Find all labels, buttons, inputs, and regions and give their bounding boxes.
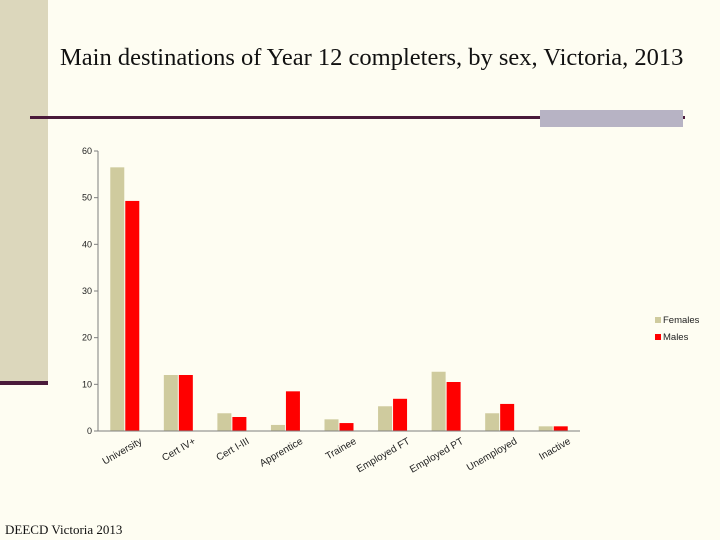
x-category-label: Employed FT <box>355 436 412 475</box>
x-category-label: Unemployed <box>465 436 519 474</box>
chart-legend: Females Males <box>655 315 700 343</box>
legend-label-females: Females <box>663 315 700 326</box>
x-category-label: University <box>101 436 145 467</box>
y-tick-label: 60 <box>82 146 92 156</box>
y-axis: 0 10 20 30 40 50 60 <box>82 146 99 436</box>
footer-source: DEECD Victoria 2013 <box>5 522 123 537</box>
x-category-label: Trainee <box>324 436 359 463</box>
bar-females <box>431 371 446 431</box>
y-tick-label: 30 <box>82 286 92 296</box>
bar-males <box>178 375 193 431</box>
bar-females <box>378 406 393 431</box>
bar-females <box>217 413 232 431</box>
bar-females <box>163 375 178 431</box>
bar-males <box>232 417 247 431</box>
y-tick-label: 40 <box>82 239 92 249</box>
x-category-label: Cert IV+ <box>160 436 198 464</box>
bar-males <box>393 398 408 431</box>
bar-females <box>270 424 285 431</box>
legend-label-males: Males <box>663 332 689 343</box>
y-tick-label: 10 <box>82 379 92 389</box>
left-decor-line <box>0 381 48 385</box>
x-category-label: Cert I-III <box>215 436 252 464</box>
bar-males <box>285 391 300 431</box>
bar-males <box>446 382 461 431</box>
legend-swatch-females <box>655 317 661 323</box>
bar-females <box>110 167 125 432</box>
bar-females <box>485 413 500 431</box>
y-tick-label: 0 <box>87 426 92 436</box>
x-category-label: Employed PT <box>408 436 465 476</box>
bar-males <box>339 423 354 431</box>
title-rule <box>30 116 685 119</box>
legend-swatch-males <box>655 334 661 340</box>
y-tick-label: 20 <box>82 333 92 343</box>
bar-males <box>500 403 515 431</box>
chart-bars <box>110 167 568 432</box>
title-rule-block <box>540 110 683 127</box>
left-decor-bar <box>0 0 48 385</box>
bar-females <box>538 426 553 431</box>
x-axis: University Cert IV+ Cert I-III Apprentice Tr… <box>98 430 580 476</box>
bar-males <box>553 426 568 431</box>
bar-males <box>125 200 140 431</box>
page-title: Main destinations of Year 12 completers,… <box>60 44 684 71</box>
y-tick-label: 50 <box>82 193 92 203</box>
x-category-label: Inactive <box>537 436 573 463</box>
x-category-label: Apprentice <box>258 436 305 470</box>
bar-females <box>324 419 339 431</box>
